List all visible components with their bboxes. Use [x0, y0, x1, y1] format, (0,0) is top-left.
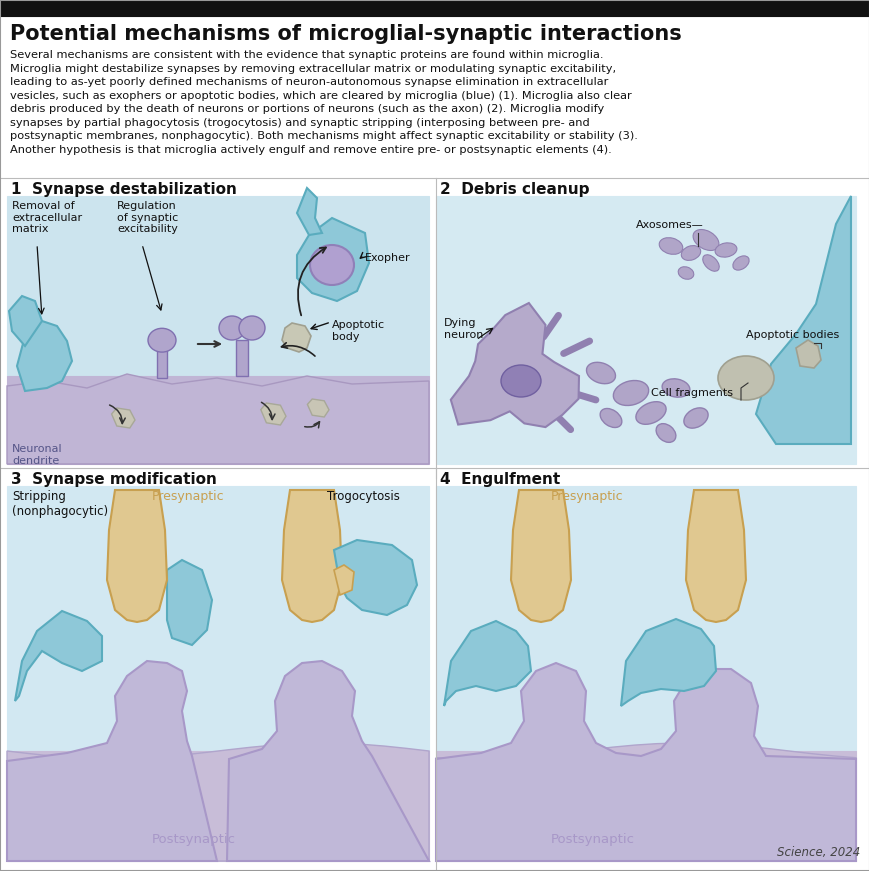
Polygon shape: [9, 296, 42, 346]
Text: Apoptotic bodies: Apoptotic bodies: [745, 330, 839, 340]
Polygon shape: [111, 408, 135, 428]
Ellipse shape: [683, 408, 707, 429]
Bar: [0, 0, 869, 16]
Ellipse shape: [693, 230, 718, 251]
Text: Axosomes—: Axosomes—: [635, 220, 703, 230]
Polygon shape: [261, 403, 286, 425]
Polygon shape: [334, 540, 416, 615]
Polygon shape: [15, 611, 102, 701]
Text: Stripping
(nonphagocytic): Stripping (nonphagocytic): [12, 490, 108, 518]
Ellipse shape: [661, 379, 689, 397]
Polygon shape: [156, 350, 167, 378]
Ellipse shape: [680, 246, 700, 260]
Polygon shape: [7, 374, 428, 464]
Polygon shape: [510, 490, 570, 622]
Ellipse shape: [717, 356, 773, 400]
Polygon shape: [755, 196, 850, 444]
Text: Removal of
extracellular
matrix: Removal of extracellular matrix: [12, 201, 82, 234]
Polygon shape: [235, 340, 248, 376]
Text: Exopher: Exopher: [365, 253, 410, 263]
Polygon shape: [795, 340, 820, 368]
Bar: [7, 376, 428, 464]
Ellipse shape: [586, 362, 614, 384]
Polygon shape: [282, 323, 310, 352]
Text: Apoptotic
body: Apoptotic body: [332, 320, 385, 341]
Ellipse shape: [148, 328, 176, 352]
Bar: [435, 486, 855, 751]
Text: Dying
neuron: Dying neuron: [443, 318, 483, 340]
Text: 4  Engulfment: 4 Engulfment: [440, 472, 560, 487]
Ellipse shape: [635, 402, 666, 424]
Polygon shape: [296, 188, 322, 235]
Bar: [435, 751, 855, 861]
Polygon shape: [282, 490, 342, 622]
Ellipse shape: [702, 254, 719, 271]
Text: Postsynaptic: Postsynaptic: [550, 833, 634, 846]
Ellipse shape: [501, 365, 541, 397]
Polygon shape: [17, 321, 72, 391]
Text: Cell fragments: Cell fragments: [650, 388, 733, 398]
Polygon shape: [334, 565, 354, 595]
Polygon shape: [107, 490, 167, 622]
Text: Regulation
of synaptic
excitability: Regulation of synaptic excitability: [116, 201, 178, 234]
Text: synapses by partial phagocytosis (trogocytosis) and synaptic stripping (interpos: synapses by partial phagocytosis (trogoc…: [10, 118, 589, 127]
Bar: [7, 196, 428, 376]
Text: postsynaptic membranes, nonphagocytic). Both mechanisms might affect synaptic ex: postsynaptic membranes, nonphagocytic). …: [10, 131, 637, 141]
Text: Postsynaptic: Postsynaptic: [152, 833, 235, 846]
Ellipse shape: [613, 381, 648, 406]
Text: Trogocytosis: Trogocytosis: [327, 490, 400, 503]
Text: 3  Synapse modification: 3 Synapse modification: [11, 472, 216, 487]
Polygon shape: [227, 661, 428, 861]
Ellipse shape: [600, 408, 621, 428]
Text: Several mechanisms are consistent with the evidence that synaptic proteins are f: Several mechanisms are consistent with t…: [10, 50, 603, 60]
Polygon shape: [307, 399, 328, 417]
Polygon shape: [296, 218, 368, 301]
Polygon shape: [686, 490, 745, 622]
Ellipse shape: [732, 256, 748, 270]
Polygon shape: [435, 663, 855, 861]
Polygon shape: [620, 619, 715, 706]
Ellipse shape: [309, 245, 354, 285]
Text: Potential mechanisms of microglial-synaptic interactions: Potential mechanisms of microglial-synap…: [10, 24, 681, 44]
Bar: [7, 751, 428, 861]
Text: Neuronal
dendrite: Neuronal dendrite: [12, 444, 63, 466]
Polygon shape: [435, 743, 855, 861]
Text: Science, 2024: Science, 2024: [776, 846, 859, 859]
Text: Presynaptic: Presynaptic: [152, 490, 224, 503]
Ellipse shape: [714, 243, 736, 257]
Ellipse shape: [655, 423, 675, 442]
Polygon shape: [7, 743, 428, 861]
Polygon shape: [167, 560, 212, 645]
Text: vesicles, such as exophers or apoptotic bodies, which are cleared by microglia (: vesicles, such as exophers or apoptotic …: [10, 91, 631, 100]
Polygon shape: [443, 621, 530, 706]
Polygon shape: [450, 303, 579, 427]
Text: 1  Synapse destabilization: 1 Synapse destabilization: [11, 182, 236, 197]
Text: debris produced by the death of neurons or portions of neurons (such as the axon: debris produced by the death of neurons …: [10, 104, 604, 114]
Text: Presynaptic: Presynaptic: [550, 490, 623, 503]
Text: Another hypothesis is that microglia actively engulf and remove entire pre- or p: Another hypothesis is that microglia act…: [10, 145, 611, 154]
Text: leading to as-yet poorly defined mechanisms of neuron-autonomous synapse elimina: leading to as-yet poorly defined mechani…: [10, 77, 607, 87]
Text: 2  Debris cleanup: 2 Debris cleanup: [440, 182, 589, 197]
Bar: [435, 196, 855, 464]
Polygon shape: [7, 661, 216, 861]
Bar: [7, 486, 428, 751]
Ellipse shape: [239, 316, 265, 340]
Text: Microglia might destabilize synapses by removing extracellular matrix or modulat: Microglia might destabilize synapses by …: [10, 64, 615, 73]
Ellipse shape: [659, 238, 682, 254]
Ellipse shape: [678, 267, 693, 280]
Ellipse shape: [219, 316, 245, 340]
